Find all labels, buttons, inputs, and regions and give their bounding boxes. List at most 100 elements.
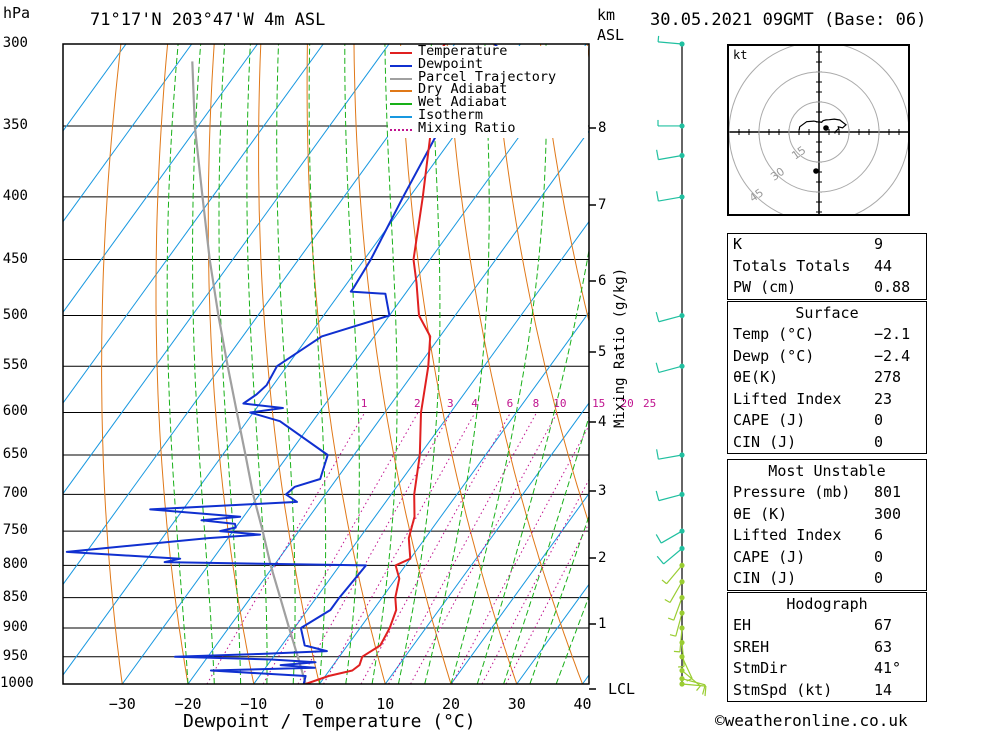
wet-adiabat-line	[371, 44, 398, 684]
wet-adiabat-line	[529, 514, 589, 684]
location-title: 71°17'N 203°47'W 4m ASL	[90, 10, 326, 30]
table-key: StmSpd (kt)	[733, 680, 833, 699]
table-row: Lifted Index 23	[728, 389, 926, 411]
table-value: 23	[874, 389, 893, 408]
most-unstable-table: Most Unstable Pressure (mb) 801 θE (K) 300 Li…	[727, 459, 927, 591]
x-axis-title: Dewpoint / Temperature (°C)	[183, 711, 476, 732]
wet-adiabat-line	[344, 44, 360, 684]
wind-barb-feather	[661, 579, 667, 585]
wet-adiabat-line	[166, 44, 189, 684]
table-value: 67	[874, 616, 893, 634]
dry-adiabat-line	[258, 44, 320, 684]
wind-barb	[664, 579, 685, 604]
wet-adiabat-line	[424, 44, 490, 684]
wind-barb-staff	[658, 314, 683, 323]
wind-barb	[655, 362, 685, 373]
table-value: 14	[874, 680, 893, 699]
legend-swatch	[390, 90, 412, 93]
wind-barb-staff	[675, 612, 683, 637]
table-key: Lifted Index	[733, 526, 842, 544]
wind-barb	[679, 667, 701, 691]
wind-barb-feather	[686, 677, 693, 682]
wet-adiabat-line	[476, 247, 589, 684]
table-value: 300	[874, 504, 902, 523]
dry-adiabat-line	[493, 44, 589, 525]
table-row: PW (cm) 0.88	[728, 277, 926, 299]
table-value: 63	[874, 637, 893, 656]
wind-barb-feather	[656, 149, 659, 160]
table-row: CIN (J) 0	[728, 432, 926, 454]
wet-adiabat-line	[192, 44, 215, 684]
table-key: CAPE (J)	[733, 547, 806, 566]
surface-table: Surface Temp (°C) −2.1 Dewp (°C) −2.4 θE(K) 27…	[727, 301, 927, 454]
legend: Temperature Dewpoint Parcel Trajectory Dry …	[388, 43, 588, 138]
legend-swatch	[390, 116, 412, 118]
table-key: SREH	[733, 637, 770, 656]
dry-adiabat-line	[155, 44, 189, 684]
wind-barb-staff	[658, 365, 683, 373]
isotherm-line	[187, 130, 589, 684]
dry-adiabat-line	[960, 44, 1000, 684]
temperature-tick-label: −10	[240, 695, 268, 713]
wind-barb-feather	[657, 35, 660, 42]
table-row: θE (K) 300	[728, 504, 926, 526]
table-value: −2.4	[874, 346, 911, 365]
wind-barb	[679, 681, 707, 697]
copyright-label: ©weatheronline.co.uk	[715, 711, 908, 730]
pressure-tick-label: 850	[2, 588, 28, 605]
dry-adiabat-line	[101, 44, 123, 684]
table-key: PW (cm)	[733, 278, 797, 296]
wind-barb-feather	[655, 490, 660, 501]
legend-swatch	[390, 64, 412, 67]
legend-entry: Wet Adiabat	[388, 94, 588, 110]
wind-barb	[667, 595, 685, 621]
dry-adiabat-line	[400, 44, 518, 684]
table-value: 6	[874, 526, 884, 544]
hodograph-unit-label: kt	[733, 48, 748, 62]
pressure-tick-label: 900	[2, 618, 28, 635]
pressure-unit-label: hPa	[3, 4, 31, 22]
wind-barb-staff	[658, 41, 683, 45]
wet-adiabat-line	[503, 415, 589, 684]
isotherm-line	[121, 44, 587, 684]
mixing-ratio-label: 2	[414, 397, 421, 410]
temperature-line	[305, 44, 446, 684]
hodograph-table: Hodograph EH 67 SREH 63 StmDir 41° StmSpd (kt) 1…	[727, 592, 927, 702]
wet-adiabat-line	[276, 44, 296, 684]
wind-barb-staff	[681, 642, 685, 667]
legend-swatch	[390, 103, 412, 106]
legend-swatch	[390, 52, 412, 54]
hodograph-ring	[758, 71, 880, 193]
isotherm-line	[450, 492, 589, 684]
dry-adiabat-line	[446, 44, 583, 684]
wind-barb-feather	[702, 684, 706, 695]
wet-adiabat-line	[246, 44, 268, 684]
height-km-tick-label: 4	[598, 414, 607, 430]
legend-entry: Dry Adiabat	[388, 81, 588, 97]
wind-barb-staff	[658, 454, 683, 460]
wind-barb-feather	[667, 617, 674, 621]
table-row: StmDir 41°	[728, 658, 926, 680]
mixing-ratio-line	[505, 522, 589, 684]
lcl-label: LCL	[608, 680, 636, 698]
dry-adiabat-line	[306, 44, 386, 684]
pressure-tick-label: 500	[2, 306, 28, 323]
height-km-tick-label: 3	[598, 483, 607, 499]
temperature-tick-label: 30	[507, 695, 526, 713]
table-section-title: Hodograph	[786, 595, 868, 613]
mixing-ratio-label: 8	[532, 397, 540, 410]
mixing-ratio-line	[388, 412, 538, 684]
dry-adiabat-line	[207, 44, 255, 684]
wet-adiabat-line	[308, 44, 327, 684]
table-key: Totals Totals	[733, 256, 851, 275]
wind-barb-staff	[681, 683, 706, 687]
legend-entry: Mixing Ratio	[388, 120, 588, 136]
wind-barb	[655, 528, 685, 544]
wet-adiabat-line	[218, 44, 242, 684]
isotherm-line	[63, 44, 258, 314]
legend-label: Temperature	[418, 43, 508, 59]
mixing-ratio-line	[323, 412, 476, 684]
pressure-tick-label: 550	[2, 357, 28, 374]
